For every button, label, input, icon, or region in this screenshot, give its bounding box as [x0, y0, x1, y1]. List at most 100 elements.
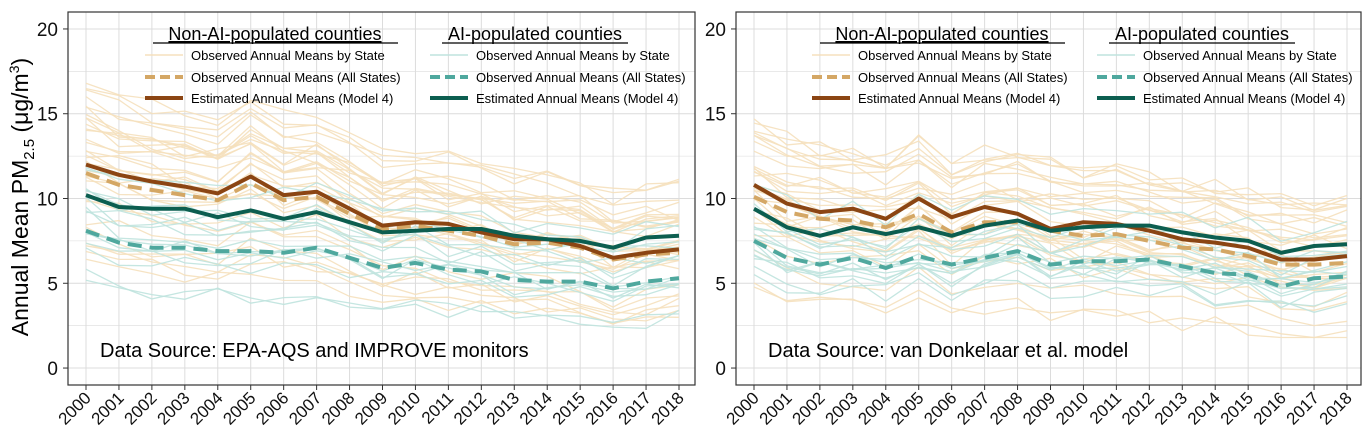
legend-entry-label: Estimated Annual Means (Model 4) [1143, 91, 1345, 106]
state-line-ai [85, 206, 680, 288]
state-line-non_ai [85, 219, 680, 311]
x-tick-label: 2002 [121, 388, 161, 428]
x-tick-label: 2003 [153, 388, 193, 428]
legend-title-ai: AI-populated counties [448, 24, 622, 44]
y-tick-label: 20 [37, 20, 58, 41]
x-tick-label: 2000 [723, 388, 763, 428]
x-tick-label: 2011 [1086, 388, 1125, 427]
legend-entry-label: Observed Annual Means (All States) [191, 70, 401, 85]
state-line-non_ai [753, 134, 1348, 213]
state-line-non_ai [753, 140, 1348, 224]
legend-entry-label: Estimated Annual Means (Model 4) [476, 91, 678, 106]
legend-title-non-ai: Non-AI-populated counties [835, 24, 1048, 44]
y-axis-label-units-close: ) [7, 58, 33, 66]
state-line-non_ai [85, 245, 680, 325]
state-line-non_ai [753, 286, 1348, 339]
state-line-non_ai [85, 117, 680, 229]
x-tick-label: 2004 [186, 388, 226, 428]
y-axis-label-sup: 3 [6, 65, 22, 73]
state-line-ai [753, 233, 1348, 286]
x-tick-label: 2003 [821, 388, 861, 428]
state-line-non_ai [85, 237, 680, 316]
legend-entry-label: Observed Annual Means (All States) [1143, 70, 1353, 85]
state-line-ai [753, 265, 1348, 307]
state-line-non_ai [85, 113, 680, 238]
x-tick-label: 2010 [384, 388, 424, 428]
state-line-non_ai [85, 96, 680, 206]
x-tick-label: 2006 [920, 388, 960, 428]
x-tick-label: 2006 [252, 388, 292, 428]
data-source-label: Data Source: EPA-AQS and IMPROVE monitor… [100, 340, 529, 362]
x-tick-label: 2012 [1118, 388, 1158, 428]
state-line-non_ai [753, 282, 1347, 339]
state-line-non_ai [85, 117, 680, 231]
y-tick-label: 0 [47, 359, 58, 380]
x-tick-label: 2013 [1151, 388, 1191, 428]
state-line-ai [753, 183, 1348, 242]
state-line-ai [85, 210, 680, 279]
state-line-ai [85, 196, 680, 275]
state-line-non_ai [753, 132, 1348, 207]
y-tick-label: 15 [705, 105, 726, 126]
state-line-ai [85, 169, 680, 235]
y-tick-label: 0 [715, 359, 726, 380]
x-tick-label: 2014 [516, 388, 556, 428]
state-line-non_ai [753, 172, 1348, 239]
x-tick-label: 2013 [483, 388, 523, 428]
series-line-ai-all_states [85, 228, 680, 291]
state-line-non_ai [753, 186, 1348, 244]
x-tick-label: 2010 [1052, 388, 1092, 428]
y-axis-label-main: Annual Mean PM [7, 160, 33, 336]
state-line-non_ai [85, 141, 680, 233]
x-tick-label: 2014 [1184, 388, 1224, 428]
legend-entry-label: Observed Annual Means (All States) [476, 70, 686, 85]
x-tick-label: 2005 [219, 388, 259, 428]
x-tick-label: 2007 [285, 388, 325, 428]
series-line-ai-all_states [753, 239, 1348, 289]
state-line-ai [85, 232, 680, 299]
legend-title-non-ai: Non-AI-populated counties [168, 24, 381, 44]
state-line-ai [85, 279, 680, 324]
legend-entry-label: Estimated Annual Means (Model 4) [858, 91, 1060, 106]
state-line-ai [85, 209, 680, 287]
state-line-non_ai [85, 106, 680, 222]
x-tick-label: 2001 [756, 388, 796, 428]
state-line-ai [753, 253, 1348, 297]
legend-entry-label: Estimated Annual Means (Model 4) [191, 91, 393, 106]
state-line-non_ai [753, 130, 1348, 212]
state-line-non_ai [85, 250, 680, 322]
y-axis-label-units: (μg/m [7, 73, 33, 139]
x-tick-label: 2012 [450, 388, 490, 428]
state-line-non_ai [85, 154, 680, 252]
y-axis-label-sub: 2.5 [21, 139, 38, 160]
x-tick-label: 2018 [648, 388, 688, 428]
x-tick-label: 2007 [953, 388, 993, 428]
x-tick-label: 2015 [549, 388, 589, 428]
legend-entry-label: Observed Annual Means by State [1143, 48, 1337, 63]
legend-entry-label: Observed Annual Means by State [858, 48, 1052, 63]
state-line-non_ai [85, 129, 680, 227]
state-line-non_ai [753, 222, 1348, 292]
state-line-non_ai [753, 150, 1348, 228]
chart-panel-1: 0 5 10 15 20 20002001200220032004200520062007… [37, 11, 696, 429]
x-tick-label: 2011 [418, 388, 457, 427]
state-line-ai [85, 233, 680, 302]
x-tick-label: 2001 [88, 388, 128, 428]
x-tick-label: 2000 [55, 388, 95, 428]
y-tick-label: 5 [47, 274, 58, 295]
x-tick-label: 2005 [887, 388, 927, 428]
x-tick-label: 2009 [1019, 388, 1059, 428]
state-line-ai [85, 231, 680, 296]
x-tick-label: 2018 [1316, 388, 1356, 428]
x-tick-label: 2008 [318, 388, 358, 428]
state-line-non_ai [85, 82, 680, 206]
x-tick-label: 2016 [582, 388, 622, 428]
state-line-non_ai [85, 105, 680, 224]
x-tick-label: 2009 [351, 388, 391, 428]
series-line-ai-model [753, 206, 1348, 255]
x-tick-label: 2004 [854, 388, 894, 428]
state-line-ai [753, 237, 1348, 290]
state-line-ai [753, 274, 1348, 313]
